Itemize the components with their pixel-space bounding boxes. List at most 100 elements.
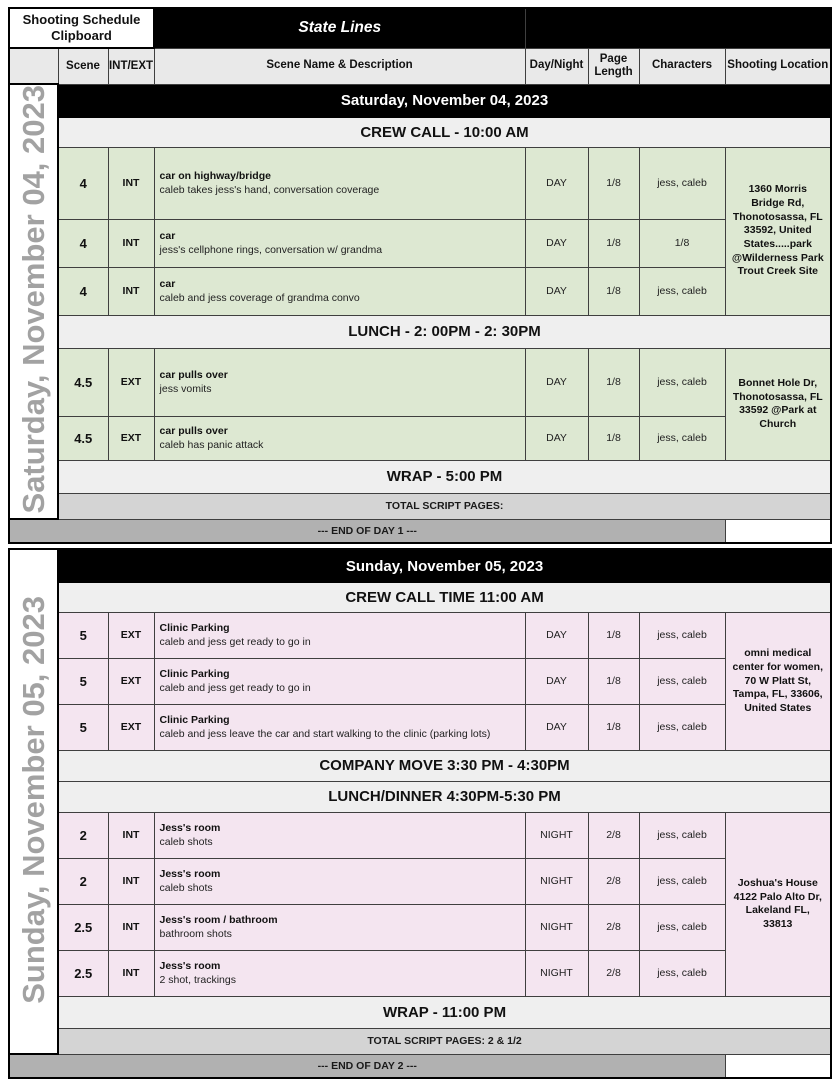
int-ext-cell: INT <box>107 903 155 951</box>
day-night-cell: DAY <box>524 657 589 705</box>
column-header-row: Scene INT/EXT Scene Name & Description D… <box>8 47 832 85</box>
column-header-day-night: Day/Night <box>524 47 589 85</box>
scene-number-cell: 2 <box>57 811 109 859</box>
day2-banner-row: Sunday, November 05, 2023 Sunday, Novemb… <box>8 548 832 1056</box>
characters-cell: 1/8 <box>638 218 726 268</box>
scene-description: caleb and jess leave the car and start w… <box>159 728 491 741</box>
day-night-cell: DAY <box>524 611 589 659</box>
scene-row[interactable]: 2 INT Jess's room caleb shots NIGHT 2/8 … <box>9 857 831 905</box>
column-header-int-ext: INT/EXT <box>107 47 155 85</box>
scene-name: Jess's room / bathroom <box>159 914 278 927</box>
scene-description: jess's cellphone rings, conversation w/ … <box>159 244 383 257</box>
day2-end-row: --- END OF DAY 2 --- <box>8 1053 831 1079</box>
characters-cell: jess, caleb <box>638 657 726 705</box>
shooting-location-cell: omni medical center for women, 70 W Plat… <box>724 611 832 751</box>
characters-cell: jess, caleb <box>638 146 726 220</box>
day-night-cell: DAY <box>524 347 589 417</box>
scene-description: bathroom shots <box>159 928 232 941</box>
scene-number-cell: 4 <box>57 218 109 268</box>
page-length-cell: 2/8 <box>587 949 640 997</box>
day2-sidebar-label: Sunday, November 05, 2023 <box>16 595 51 1004</box>
day2-crew-call-bar: CREW CALL TIME 11:00 AM <box>57 581 832 613</box>
characters-cell: jess, caleb <box>638 949 726 997</box>
characters-cell: jess, caleb <box>638 611 726 659</box>
day-night-cell: NIGHT <box>524 811 589 859</box>
day2-lunch-row: LUNCH/DINNER 4:30PM-5:30 PM <box>9 780 832 813</box>
sheet-title: State Lines <box>298 19 382 37</box>
schedule-table-day2: Sunday, November 05, 2023 Sunday, Novemb… <box>8 548 833 1079</box>
scene-name: Jess's room <box>159 822 221 835</box>
characters-cell: jess, caleb <box>638 347 726 417</box>
day1-crew-call-bar: CREW CALL - 10:00 AM <box>57 116 832 148</box>
day1-sidebar-cell: Saturday, November 04, 2023 <box>8 82 59 521</box>
day1-sidebar-label: Saturday, November 04, 2023 <box>16 85 51 514</box>
day-night-cell: NIGHT <box>524 903 589 951</box>
scene-description: caleb takes jess's hand, conversation co… <box>159 184 380 197</box>
day2-sidebar-cell: Sunday, November 05, 2023 <box>8 548 59 1056</box>
scene-desc-cell: Jess's room caleb shots <box>153 857 526 905</box>
scene-description: caleb shots <box>159 882 213 895</box>
int-ext-cell: EXT <box>107 611 155 659</box>
characters-cell: jess, caleb <box>638 266 726 316</box>
day2-total-pages-bar: TOTAL SCRIPT PAGES: 2 & 1/2 <box>57 1027 832 1055</box>
scene-desc-cell: Clinic Parking caleb and jess get ready … <box>153 611 526 659</box>
int-ext-cell: INT <box>107 266 155 316</box>
int-ext-cell: EXT <box>107 347 155 417</box>
scene-number-cell: 4.5 <box>57 347 109 417</box>
int-ext-cell: INT <box>107 146 155 220</box>
scene-row[interactable]: 2.5 INT Jess's room / bathroom bathroom … <box>9 903 831 951</box>
scene-name: Jess's room <box>159 960 221 973</box>
scene-row[interactable]: 4 INT car caleb and jess coverage of gra… <box>9 266 831 316</box>
scene-desc-cell: car pulls over jess vomits <box>153 347 526 417</box>
page-length-cell: 1/8 <box>587 611 640 659</box>
scene-number-cell: 4 <box>57 266 109 316</box>
page-length-cell: 1/8 <box>587 703 640 751</box>
day2-company-move-bar: COMPANY MOVE 3:30 PM - 4:30PM <box>57 749 832 782</box>
column-header-location: Shooting Location <box>724 47 832 85</box>
scene-row[interactable]: 2.5 INT Jess's room 2 shot, trackings NI… <box>9 949 831 997</box>
scene-description: jess vomits <box>159 383 212 396</box>
scene-description: caleb and jess coverage of grandma convo <box>159 292 360 305</box>
scene-number-cell: 2.5 <box>57 903 109 951</box>
day1-wrap-row: WRAP - 5:00 PM <box>9 459 832 494</box>
scene-row[interactable]: 4.5 EXT car pulls over jess vomits DAY 1… <box>9 347 832 461</box>
day-night-cell: DAY <box>524 146 589 220</box>
day1-total-pages-bar: TOTAL SCRIPT PAGES: <box>57 492 832 520</box>
scene-description: caleb and jess get ready to go in <box>159 636 311 649</box>
scene-row[interactable]: 5 EXT Clinic Parking caleb and jess leav… <box>9 703 831 751</box>
scene-name: Jess's room <box>159 868 221 881</box>
day-night-cell: DAY <box>524 703 589 751</box>
title-bar-filler <box>524 7 832 49</box>
column-header-page-length: Page Length <box>587 47 640 85</box>
scene-description: caleb has panic attack <box>159 439 264 452</box>
scene-number-cell: 2 <box>57 857 109 905</box>
day2-date-banner: Sunday, November 05, 2023 <box>57 548 832 583</box>
day-night-cell: NIGHT <box>524 949 589 997</box>
scene-row[interactable]: 4 INT car on highway/bridge caleb takes … <box>9 146 832 316</box>
scene-name: car pulls over <box>159 369 228 382</box>
scene-name: Clinic Parking <box>159 714 230 727</box>
page-length-cell: 1/8 <box>587 218 640 268</box>
scene-row[interactable]: 4.5 EXT car pulls over caleb has panic a… <box>9 415 831 461</box>
characters-cell: jess, caleb <box>638 703 726 751</box>
clipboard-label-cell: Shooting Schedule Clipboard <box>7 7 156 49</box>
scene-number-cell: 2.5 <box>57 949 109 997</box>
scene-name: car on highway/bridge <box>159 169 271 182</box>
day2-end-of-day-bar: --- END OF DAY 2 --- <box>8 1053 726 1079</box>
page-length-cell: 1/8 <box>587 415 640 461</box>
day-night-cell: DAY <box>524 415 589 461</box>
day1-end-of-day-bar: --- END OF DAY 1 --- <box>8 518 726 544</box>
shooting-location-cell: Bonnet Hole Dr, Thonotosassa, FL 33592 @… <box>724 347 832 461</box>
scene-description: 2 shot, trackings <box>159 974 236 987</box>
scene-row[interactable]: 5 EXT Clinic Parking caleb and jess get … <box>9 611 832 751</box>
day2-crew-call-row: CREW CALL TIME 11:00 AM <box>9 581 832 613</box>
scene-name: car <box>159 278 176 291</box>
scene-desc-cell: Clinic Parking caleb and jess leave the … <box>153 703 526 751</box>
scene-row[interactable]: 4 INT car jess's cellphone rings, conver… <box>9 218 831 268</box>
scene-row[interactable]: 2 INT Jess's room caleb shots NIGHT 2/8 … <box>9 811 832 997</box>
scene-number-cell: 5 <box>57 611 109 659</box>
scene-number-cell: 5 <box>57 703 109 751</box>
shooting-location-cell: Joshua's House 4122 Palo Alto Dr, Lakela… <box>724 811 832 997</box>
scene-row[interactable]: 5 EXT Clinic Parking caleb and jess get … <box>9 657 831 705</box>
